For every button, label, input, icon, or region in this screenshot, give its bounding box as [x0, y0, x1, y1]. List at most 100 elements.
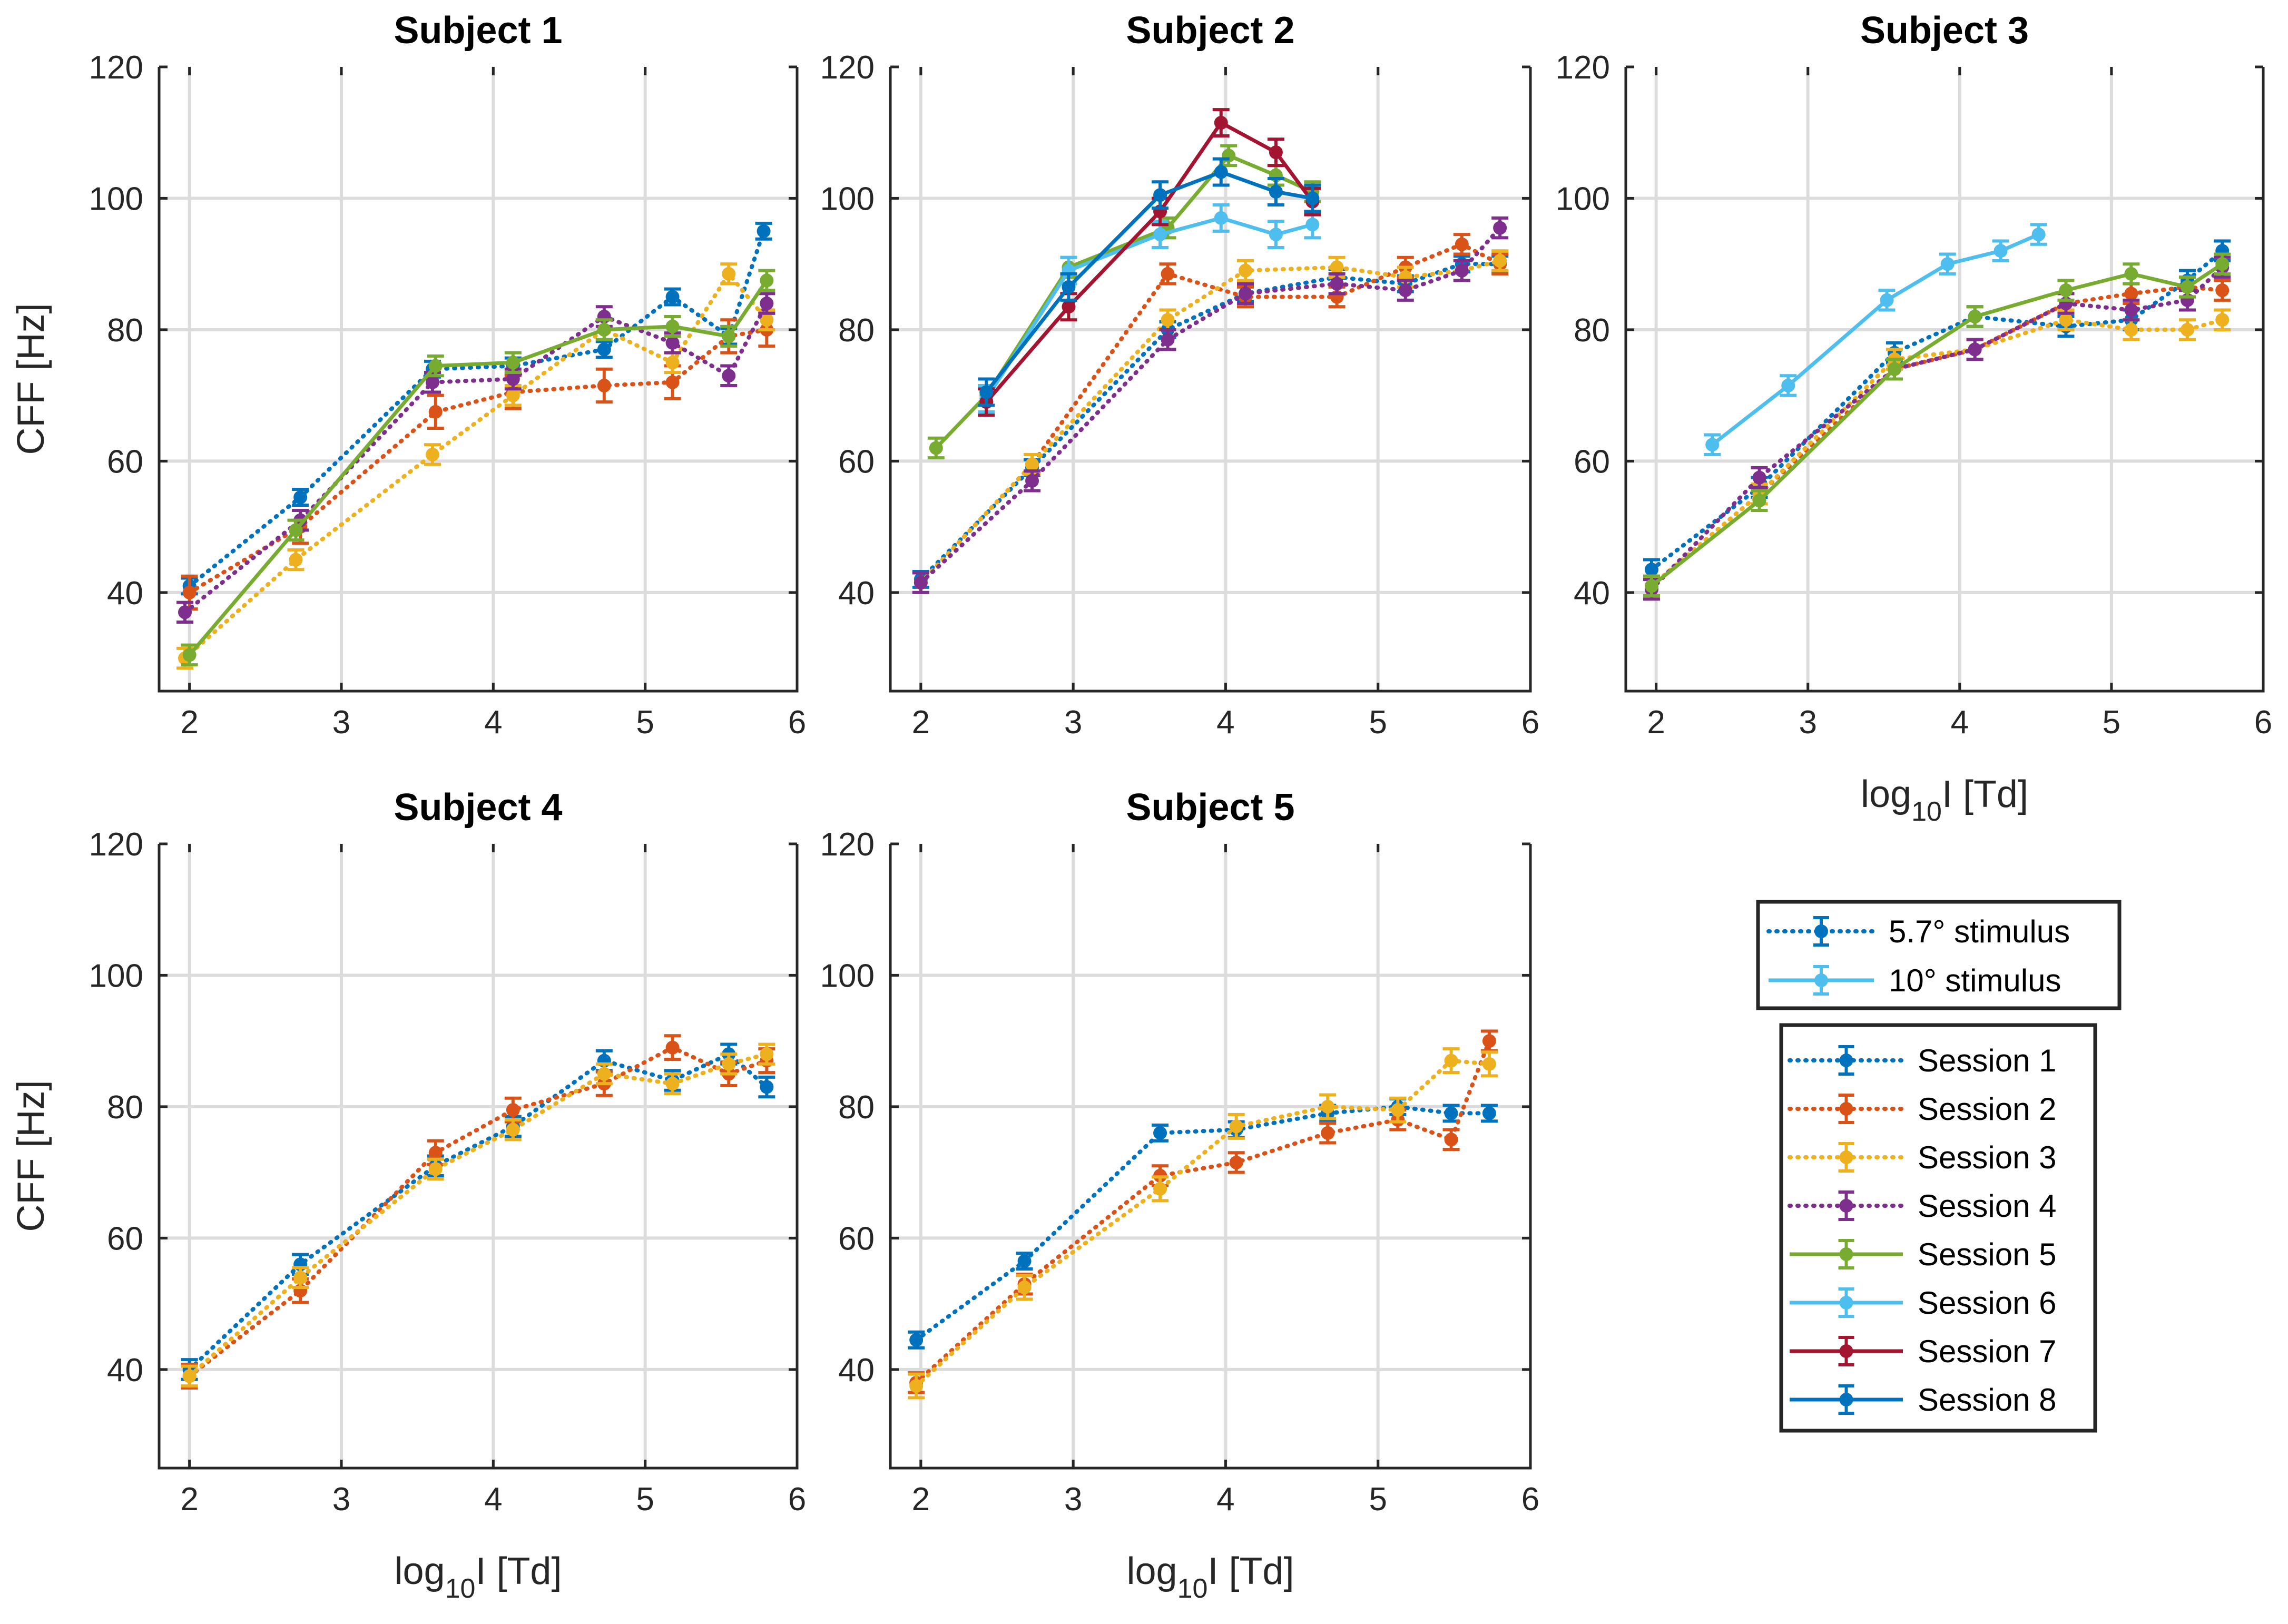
- data-point: [1153, 1126, 1167, 1140]
- data-point: [506, 356, 520, 370]
- stimulus-legend: 5.7° stimulus 10° stimulus: [1756, 900, 2122, 1010]
- data-point: [1330, 260, 1344, 274]
- data-point: [1887, 362, 1901, 376]
- data-point: [1239, 287, 1253, 301]
- y-tick-label: 60: [107, 1221, 143, 1257]
- series-session-3: [181, 1042, 775, 1388]
- series-session-2: [181, 1034, 775, 1390]
- data-point: [597, 342, 611, 357]
- series-session-6: [1704, 223, 2047, 456]
- data-point: [1269, 228, 1283, 242]
- data-point: [1017, 1280, 1032, 1294]
- x-tick-label: 3: [332, 1481, 350, 1518]
- legend-item: 5.7° stimulus: [1766, 914, 2070, 949]
- series-line: [1649, 318, 2225, 588]
- series-session-1: [912, 254, 1509, 589]
- x-tick-label: 2: [1647, 704, 1665, 741]
- series-session-5: [1643, 252, 2231, 598]
- data-point: [2124, 322, 2138, 337]
- legend-swatch-marker: [1839, 1247, 1853, 1261]
- data-point: [2215, 313, 2230, 327]
- subplot-grid: 2 3 4 5 6 40 60 80 100 120 Subject 1 CFF [Hz] 2 3 4 5 6 4…: [10, 9, 2272, 1604]
- y-axis-label: CFF [Hz]: [10, 303, 52, 455]
- legend-label: Session 4: [1918, 1188, 2057, 1224]
- x-tick-label: 3: [1799, 704, 1816, 741]
- data-point: [1968, 342, 1982, 357]
- x-tick-label: 6: [788, 1481, 806, 1518]
- legend-label: Session 8: [1918, 1382, 2057, 1418]
- data-point: [665, 1040, 680, 1055]
- series-session-1: [181, 221, 772, 596]
- series-line: [914, 1039, 1491, 1385]
- data-point: [428, 1162, 443, 1176]
- data-point: [722, 369, 736, 383]
- data-point: [428, 1146, 443, 1160]
- series-line: [1649, 265, 2225, 592]
- series-line: [187, 1051, 769, 1372]
- session-legend-box: [1779, 1023, 2097, 1433]
- x-tick-label: 5: [636, 1481, 654, 1518]
- data-point: [289, 523, 303, 537]
- y-tick-label: 60: [838, 1221, 875, 1257]
- data-point: [2031, 228, 2046, 242]
- y-tick-label: 100: [820, 181, 875, 217]
- data-point: [1153, 188, 1167, 202]
- subplot-3: 2 3 4 5 6 40 60 80 100 120 Subject 3 log10I [Td]: [1556, 9, 2273, 827]
- data-point: [1752, 470, 1766, 485]
- y-tick-label: 40: [838, 1352, 875, 1389]
- y-tick-label: 80: [107, 1089, 143, 1126]
- x-tick-label: 5: [1369, 1481, 1387, 1518]
- data-point: [665, 336, 680, 350]
- data-point: [1644, 579, 1658, 593]
- data-point: [722, 267, 736, 281]
- data-point: [1444, 1106, 1458, 1120]
- x-tick-label: 2: [912, 1481, 930, 1518]
- x-tick-label: 6: [2254, 704, 2272, 741]
- data-point: [1229, 1119, 1243, 1134]
- data-point: [1493, 221, 1507, 235]
- legend-swatch-marker: [1839, 1344, 1853, 1358]
- data-point: [1305, 191, 1320, 205]
- data-point: [426, 375, 439, 389]
- series-session-1: [181, 1042, 775, 1381]
- series-session-3: [908, 1047, 1498, 1400]
- data-point: [760, 313, 774, 327]
- data-point: [1968, 310, 1982, 323]
- legend-item: Session 5: [1790, 1237, 2057, 1272]
- data-point: [597, 322, 611, 337]
- data-point: [1017, 1254, 1032, 1268]
- legend-swatch-marker: [1839, 1393, 1853, 1406]
- data-point: [665, 356, 680, 370]
- y-tick-label: 100: [820, 958, 875, 994]
- data-point: [293, 490, 308, 505]
- x-axis-label: log10I [Td]: [395, 1550, 562, 1604]
- data-point: [1269, 145, 1283, 160]
- data-point: [2180, 322, 2194, 337]
- data-point: [426, 447, 439, 461]
- series-line: [918, 259, 1503, 585]
- data-point: [1752, 494, 1766, 508]
- axes-box: [158, 844, 799, 1470]
- series-session-2: [1643, 275, 2231, 598]
- series-line: [1711, 232, 2039, 446]
- panel-title: Subject 2: [1126, 9, 1294, 52]
- axes-box: [1624, 67, 2265, 693]
- data-point: [506, 372, 520, 386]
- data-point: [1161, 332, 1175, 347]
- data-point: [1062, 280, 1076, 294]
- data-point: [1025, 474, 1039, 488]
- data-point: [1391, 1103, 1405, 1117]
- data-point: [597, 378, 611, 392]
- data-point: [665, 319, 680, 333]
- data-point: [1214, 116, 1228, 130]
- data-point: [1455, 237, 1469, 251]
- x-tick-label: 2: [180, 1481, 198, 1518]
- legend-swatch-marker: [1839, 1150, 1853, 1164]
- data-point: [1482, 1057, 1496, 1071]
- y-tick-label: 100: [89, 181, 143, 217]
- x-tick-label: 3: [332, 704, 350, 741]
- x-tick-label: 2: [912, 704, 930, 741]
- panel-title: Subject 4: [394, 786, 562, 829]
- data-point: [1644, 563, 1658, 577]
- data-point: [1444, 1133, 1458, 1147]
